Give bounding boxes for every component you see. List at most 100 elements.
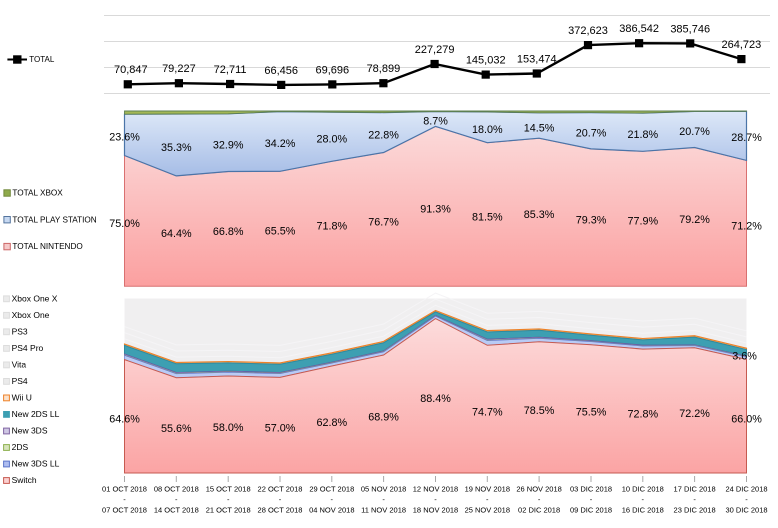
svg-text:35.3%: 35.3%	[161, 142, 192, 154]
svg-text:227,279: 227,279	[415, 44, 455, 56]
svg-text:22.8%: 22.8%	[368, 129, 399, 141]
svg-text:PS4: PS4	[12, 376, 28, 386]
svg-text:14.5%: 14.5%	[524, 122, 555, 134]
svg-text:New 2DS LL: New 2DS LL	[12, 409, 60, 419]
svg-text:75.0%: 75.0%	[109, 218, 140, 230]
svg-text:72,711: 72,711	[214, 64, 247, 76]
svg-text:91.3%: 91.3%	[420, 203, 451, 215]
svg-text:18 NOV 2018: 18 NOV 2018	[413, 506, 458, 515]
svg-text:09 DIC 2018: 09 DIC 2018	[570, 506, 612, 515]
svg-text:153,474: 153,474	[517, 53, 557, 65]
svg-text:385,746: 385,746	[670, 23, 710, 35]
svg-text:78,899: 78,899	[367, 63, 401, 75]
svg-text:62.8%: 62.8%	[316, 417, 347, 429]
svg-text:Switch: Switch	[12, 475, 37, 485]
svg-text:04 NOV 2018: 04 NOV 2018	[309, 506, 354, 515]
svg-text:75.5%: 75.5%	[576, 406, 607, 418]
svg-text:-: -	[538, 495, 541, 504]
svg-text:386,542: 386,542	[619, 23, 659, 35]
svg-text:21 OCT 2018: 21 OCT 2018	[206, 506, 251, 515]
svg-text:PS3: PS3	[12, 326, 28, 336]
svg-text:76.7%: 76.7%	[368, 216, 399, 228]
svg-text:02 DIC 2018: 02 DIC 2018	[518, 506, 560, 515]
svg-text:372,623: 372,623	[568, 25, 608, 37]
svg-text:18.0%: 18.0%	[472, 124, 503, 136]
svg-text:TOTAL XBOX: TOTAL XBOX	[12, 189, 63, 198]
svg-text:70,847: 70,847	[114, 64, 148, 76]
svg-text:TOTAL: TOTAL	[29, 55, 55, 64]
svg-text:New 3DS LL: New 3DS LL	[12, 459, 60, 469]
svg-text:-: -	[693, 495, 696, 504]
svg-text:34.2%: 34.2%	[265, 138, 296, 150]
svg-text:72.2%: 72.2%	[679, 408, 710, 420]
svg-text:3.6%: 3.6%	[732, 350, 757, 362]
svg-text:65.5%: 65.5%	[265, 226, 296, 238]
svg-text:15 OCT 2018: 15 OCT 2018	[206, 484, 251, 493]
svg-text:Vita: Vita	[12, 360, 27, 370]
svg-text:-: -	[382, 495, 385, 504]
svg-text:85.3%: 85.3%	[524, 209, 555, 221]
svg-text:20.7%: 20.7%	[576, 128, 607, 140]
svg-text:-: -	[175, 495, 178, 504]
svg-text:8.7%: 8.7%	[423, 116, 448, 128]
svg-text:TOTAL PLAY STATION: TOTAL PLAY STATION	[12, 215, 96, 224]
svg-text:78.5%: 78.5%	[524, 405, 555, 417]
svg-text:28.7%: 28.7%	[731, 132, 762, 144]
svg-text:66,456: 66,456	[264, 65, 298, 77]
svg-text:11 NOV 2018: 11 NOV 2018	[361, 506, 406, 515]
svg-text:29 OCT 2018: 29 OCT 2018	[309, 484, 354, 493]
svg-text:64.6%: 64.6%	[109, 414, 140, 426]
svg-text:64.4%: 64.4%	[161, 228, 192, 240]
svg-text:26 NOV 2018: 26 NOV 2018	[516, 484, 561, 493]
svg-text:24 DIC 2018: 24 DIC 2018	[725, 484, 767, 493]
svg-text:32.9%: 32.9%	[213, 139, 244, 151]
svg-text:PS4 Pro: PS4 Pro	[12, 343, 44, 353]
svg-text:-: -	[279, 495, 282, 504]
svg-text:145,032: 145,032	[466, 55, 506, 67]
svg-text:66.8%: 66.8%	[213, 226, 244, 238]
svg-text:19 NOV 2018: 19 NOV 2018	[465, 484, 510, 493]
svg-text:10 DIC 2018: 10 DIC 2018	[622, 484, 664, 493]
svg-text:28.0%: 28.0%	[316, 134, 347, 146]
svg-text:08 OCT 2018: 08 OCT 2018	[154, 484, 199, 493]
svg-text:22 OCT 2018: 22 OCT 2018	[258, 484, 303, 493]
svg-text:81.5%: 81.5%	[472, 211, 503, 223]
svg-text:74.7%: 74.7%	[472, 406, 503, 418]
svg-text:TOTAL NINTENDO: TOTAL NINTENDO	[12, 242, 82, 251]
svg-text:03 DIC 2018: 03 DIC 2018	[570, 484, 612, 493]
svg-text:71.2%: 71.2%	[731, 220, 762, 232]
svg-text:71.8%: 71.8%	[316, 221, 347, 233]
svg-text:12 NOV 2018: 12 NOV 2018	[413, 484, 458, 493]
svg-text:23 DIC 2018: 23 DIC 2018	[674, 506, 716, 515]
svg-text:79,227: 79,227	[162, 63, 196, 75]
svg-text:55.6%: 55.6%	[161, 423, 192, 435]
svg-text:07 OCT 2018: 07 OCT 2018	[102, 506, 147, 515]
svg-text:58.0%: 58.0%	[213, 422, 244, 434]
svg-text:-: -	[745, 495, 748, 504]
svg-text:28 OCT 2018: 28 OCT 2018	[258, 506, 303, 515]
svg-text:-: -	[642, 495, 645, 504]
svg-text:72.8%: 72.8%	[627, 408, 658, 420]
svg-text:68.9%: 68.9%	[368, 411, 399, 423]
svg-text:79.2%: 79.2%	[679, 214, 710, 226]
svg-text:-: -	[590, 495, 593, 504]
svg-text:77.9%: 77.9%	[627, 216, 658, 228]
svg-text:17 DIC 2018: 17 DIC 2018	[674, 484, 716, 493]
svg-text:264,723: 264,723	[722, 39, 762, 51]
svg-text:2DS: 2DS	[12, 442, 29, 452]
svg-text:Wii U: Wii U	[12, 393, 32, 403]
svg-text:-: -	[331, 495, 334, 504]
svg-text:66.0%: 66.0%	[731, 414, 762, 426]
svg-text:57.0%: 57.0%	[265, 423, 296, 435]
svg-text:New 3DS: New 3DS	[12, 426, 48, 436]
svg-text:16 DIC 2018: 16 DIC 2018	[622, 506, 664, 515]
svg-text:23.6%: 23.6%	[109, 132, 140, 144]
svg-text:-: -	[434, 495, 437, 504]
svg-text:21.8%: 21.8%	[627, 129, 658, 141]
svg-text:-: -	[123, 495, 126, 504]
svg-text:88.4%: 88.4%	[420, 393, 451, 405]
svg-text:20.7%: 20.7%	[679, 126, 710, 138]
svg-text:30 DIC 2018: 30 DIC 2018	[725, 506, 767, 515]
svg-text:Xbox One: Xbox One	[12, 310, 50, 320]
svg-text:79.3%: 79.3%	[576, 214, 607, 226]
